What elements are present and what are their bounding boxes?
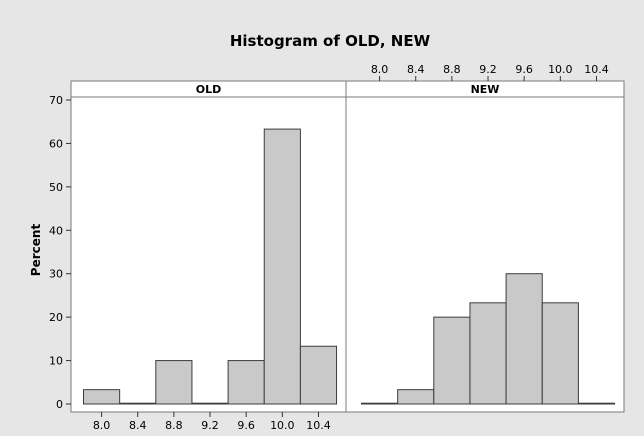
x-tick-label: 10.0 <box>548 63 573 76</box>
histogram-bar <box>361 402 399 405</box>
histogram-bar <box>433 316 471 405</box>
histogram-bar <box>227 360 265 405</box>
histogram-bar <box>299 345 338 405</box>
y-tick-label: 30 <box>49 268 63 281</box>
plot-layer: 0 10 20 30 40 50 60 70 OLD NEW 8.0 8.4 8.8 9.2 9.6 10.0… <box>49 63 625 432</box>
x-tick-label: 10.4 <box>306 419 331 432</box>
y-tick-label: 70 <box>49 94 63 107</box>
x-tick-label: 9.6 <box>237 419 255 432</box>
x-tick-label: 8.4 <box>407 63 425 76</box>
histogram-bar <box>119 402 157 405</box>
histogram-bar <box>191 402 229 405</box>
x-tick-label: 10.0 <box>270 419 295 432</box>
histogram-bar <box>263 128 301 405</box>
panel-strip-label: OLD <box>196 83 222 96</box>
histogram-bar <box>83 389 121 405</box>
y-tick-label: 50 <box>49 181 63 194</box>
y-tick-label: 40 <box>49 224 63 237</box>
x-tick-label: 9.6 <box>515 63 533 76</box>
y-axis-label: Percent <box>29 224 43 277</box>
y-tick-label: 10 <box>49 355 63 368</box>
x-tick-label: 9.2 <box>201 419 219 432</box>
histogram-bar <box>155 360 193 405</box>
x-tick-label: 8.8 <box>443 63 461 76</box>
x-tick-label: 8.8 <box>165 419 183 432</box>
y-tick-label: 60 <box>49 137 63 150</box>
histogram-bar <box>469 302 507 405</box>
x-tick-label: 8.0 <box>371 63 389 76</box>
chart-title: Histogram of OLD, NEW <box>230 32 431 50</box>
y-tick-label: 20 <box>49 311 63 324</box>
histogram-bar <box>541 302 579 405</box>
x-tick-label: 8.4 <box>129 419 147 432</box>
histogram-bar <box>397 389 435 405</box>
histogram-bar <box>577 402 616 405</box>
y-tick-label: 0 <box>56 398 63 411</box>
histogram-bar <box>505 273 543 405</box>
panel-strip-label: NEW <box>471 83 500 96</box>
x-tick-label: 8.0 <box>93 419 111 432</box>
x-tick-label: 10.4 <box>584 63 609 76</box>
panel-strip <box>345 80 625 98</box>
x-tick-label: 9.2 <box>479 63 497 76</box>
